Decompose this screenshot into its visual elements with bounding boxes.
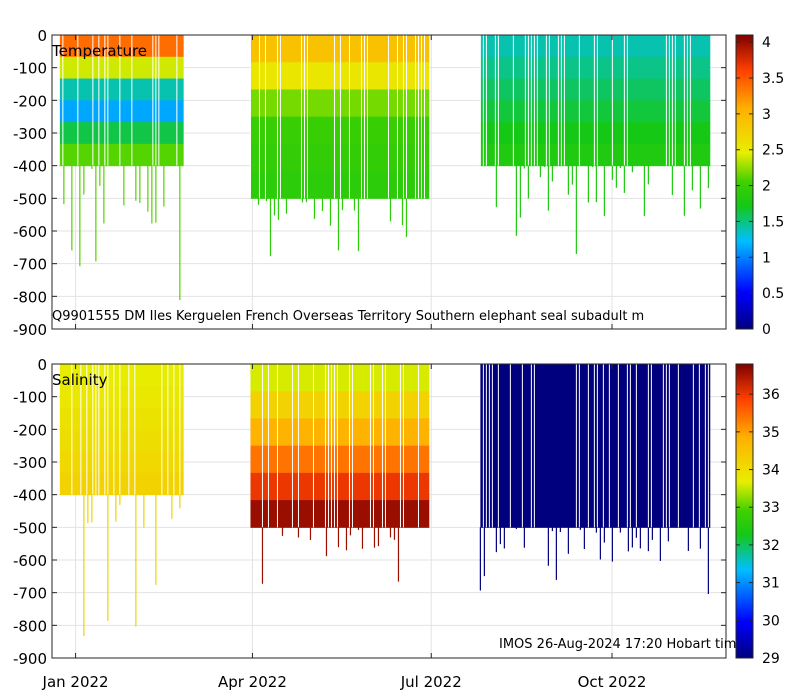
y-tick-label: -200 xyxy=(13,92,47,110)
colorbar-tick-label: 3 xyxy=(762,107,771,123)
profile-band xyxy=(480,500,711,528)
profile-band xyxy=(59,122,184,145)
colorbar-tick-label: 0 xyxy=(762,322,771,338)
x-tick-label: Jul 2022 xyxy=(400,673,462,691)
salinity-annotation: IMOS 26-Aug-2024 17:20 Hobart tim xyxy=(499,637,736,652)
temperature-panel: 0 -100 -200 -300 -400 -500 -600 -700 -800 -900 Te… xyxy=(13,27,784,339)
colorbar-tick-label: 35 xyxy=(762,425,780,441)
temperature-title: Temperature xyxy=(51,42,147,60)
colorbar-tick-label: 29 xyxy=(762,651,780,667)
profile-band xyxy=(480,391,711,419)
x-tick-label: Apr 2022 xyxy=(218,673,287,691)
colorbar-tick-label: 2 xyxy=(762,179,771,195)
colorbar-tick-label: 31 xyxy=(762,576,780,592)
profile-band xyxy=(59,78,184,101)
temperature-colorbar-ticks: 0 0.5 1 1.5 2 2.5 3 3.5 4 xyxy=(736,35,784,338)
profile-segment-1 xyxy=(59,364,184,637)
profile-band xyxy=(59,429,184,452)
x-tick-label: Oct 2022 xyxy=(578,673,647,691)
profile-segment-1 xyxy=(59,35,184,300)
temperature-data xyxy=(59,35,711,300)
y-tick-label: -200 xyxy=(13,421,47,439)
y-tick-label: -600 xyxy=(13,223,47,241)
colorbar-tick-label: 33 xyxy=(762,500,780,516)
y-tick-label: -300 xyxy=(13,125,47,143)
profile-band xyxy=(480,418,711,447)
salinity-y-ticks: 0 -100 -200 -300 -400 -500 -600 -700 -800 -900 xyxy=(13,356,726,668)
colorbar-tick-label: 3.5 xyxy=(762,71,784,87)
profile-band xyxy=(59,407,184,430)
colorbar-tick-label: 34 xyxy=(762,463,780,479)
profile-segment-3 xyxy=(479,35,711,254)
profile-band xyxy=(59,100,184,123)
salinity-panel: 0 -100 -200 -300 -400 -500 -600 -700 -800 -900 Ja… xyxy=(13,356,780,691)
profile-band xyxy=(59,56,184,80)
y-tick-label: -800 xyxy=(13,617,47,635)
y-tick-label: -700 xyxy=(13,256,47,274)
colorbar-tick-label: 32 xyxy=(762,538,780,554)
salinity-axes-box xyxy=(51,363,727,659)
profile-band xyxy=(250,418,430,447)
y-tick-label: -900 xyxy=(13,321,47,339)
profile-band xyxy=(250,391,430,419)
profile-band xyxy=(480,472,711,501)
temperature-colorbar xyxy=(735,34,754,330)
colorbar-tick-label: 4 xyxy=(762,35,771,51)
profile-band xyxy=(480,364,711,392)
salinity-colorbar xyxy=(735,363,754,659)
y-tick-label: -100 xyxy=(13,60,47,78)
y-tick-label: -100 xyxy=(13,389,47,407)
salinity-data xyxy=(59,364,711,637)
temperature-y-ticks: 0 -100 -200 -300 -400 -500 -600 -700 -800 -900 xyxy=(13,27,726,339)
y-tick-label: -900 xyxy=(13,650,47,668)
colorbar-tick-label: 36 xyxy=(762,387,780,403)
y-tick-label: -800 xyxy=(13,288,47,306)
y-tick-label: 0 xyxy=(37,27,47,45)
profile-band xyxy=(250,500,430,528)
y-tick-label: -500 xyxy=(13,519,47,537)
profile-band xyxy=(59,472,184,496)
y-tick-label: -400 xyxy=(13,158,47,176)
salinity-title: Salinity xyxy=(52,371,108,389)
profile-segment-3 xyxy=(479,364,711,595)
profile-band xyxy=(59,385,184,409)
colorbar-tick-label: 1 xyxy=(762,250,771,266)
profile-band xyxy=(59,451,184,474)
y-tick-label: -300 xyxy=(13,454,47,472)
profile-segment-2 xyxy=(250,364,430,584)
colorbar-tick-label: 30 xyxy=(762,613,780,629)
profile-segment-2 xyxy=(249,35,430,257)
profile-band xyxy=(59,143,184,167)
salinity-x-ticks: Jan 2022 Apr 2022 Jul 2022 Oct 2022 xyxy=(42,364,647,691)
colorbar-tick-label: 2.5 xyxy=(762,143,784,159)
colorbar-tick-label: 1.5 xyxy=(762,214,784,230)
y-tick-label: 0 xyxy=(37,356,47,374)
salinity-colorbar-ticks: 29 30 31 32 33 34 35 36 xyxy=(736,387,780,667)
profile-band xyxy=(480,445,711,474)
y-tick-label: -500 xyxy=(13,190,47,208)
profile-band xyxy=(59,364,184,387)
x-tick-label: Jan 2022 xyxy=(42,673,109,691)
profile-band xyxy=(250,364,430,392)
temperature-annotation: Q9901555 DM Iles Kerguelen French Overse… xyxy=(52,309,644,324)
profile-band xyxy=(250,445,430,474)
y-tick-label: -400 xyxy=(13,487,47,505)
colorbar-tick-label: 0.5 xyxy=(762,286,784,302)
profile-band xyxy=(250,472,430,501)
y-tick-label: -600 xyxy=(13,552,47,570)
temperature-axes-box xyxy=(51,34,727,330)
temperature-x-ticks xyxy=(75,35,613,329)
y-tick-label: -700 xyxy=(13,585,47,603)
